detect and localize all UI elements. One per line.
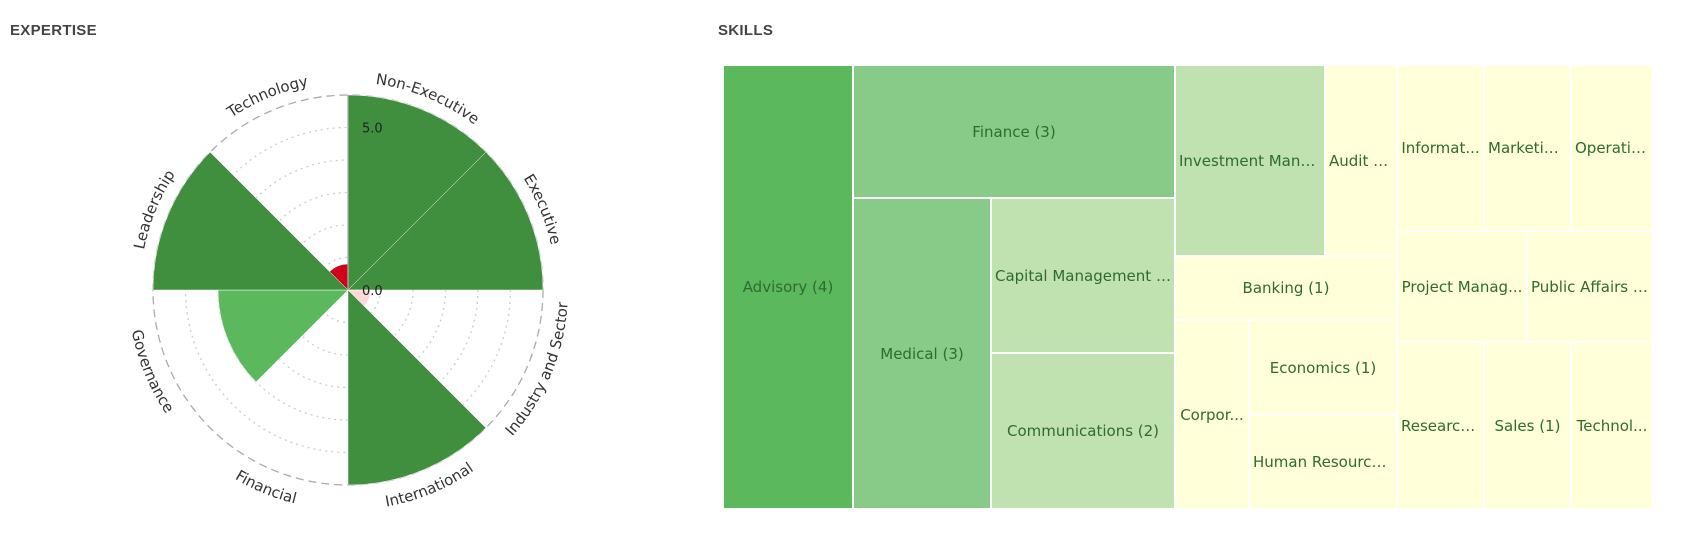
treemap-cell-label: Informat... bbox=[1401, 139, 1480, 157]
polar-tick-label: 5.0 bbox=[362, 122, 383, 137]
polar-sector-executive[interactable] bbox=[347, 151, 544, 291]
treemap-cell-label: Marketin... bbox=[1488, 139, 1568, 157]
polar-category-label: Financial bbox=[232, 466, 298, 507]
polar-tick-label: 0.0 bbox=[362, 284, 383, 299]
treemap-cell-banking[interactable]: Banking (1) bbox=[1175, 256, 1397, 320]
treemap-cell-label: Research... bbox=[1401, 416, 1483, 435]
treemap-cell-label: Investment Mana... bbox=[1179, 151, 1324, 170]
polar-sector-non-executive[interactable] bbox=[347, 94, 487, 291]
treemap-cell-label: Economics (1) bbox=[1269, 358, 1377, 377]
treemap-cell-label: Communications (2) bbox=[1006, 422, 1160, 440]
treemap-cell-human-resource[interactable]: Human Resource... bbox=[1249, 415, 1397, 509]
treemap-cell-label: Operatio... bbox=[1575, 139, 1652, 157]
expertise-title: EXPERTISE bbox=[10, 22, 97, 39]
treemap-cell-label: Project Manag... bbox=[1401, 277, 1523, 296]
skills-treemap: Advisory (4) Finance (3) Medical (3) Capita… bbox=[723, 65, 1653, 509]
treemap-cell-marketin[interactable]: Marketin... bbox=[1484, 65, 1571, 231]
treemap-cell-label: Human Resource... bbox=[1253, 453, 1395, 471]
treemap-cell-label: Capital Management (2) bbox=[995, 266, 1174, 285]
treemap-cell-corpor[interactable]: Corpor... bbox=[1175, 320, 1249, 509]
treemap-cell-label: Corpor... bbox=[1180, 405, 1244, 424]
treemap-cell-medical[interactable]: Medical (3) bbox=[853, 198, 991, 509]
treemap-cell-technol[interactable]: Technol... bbox=[1571, 342, 1653, 509]
treemap-cell-informat[interactable]: Informat... bbox=[1397, 65, 1484, 231]
treemap-cell-label: Technol... bbox=[1576, 416, 1648, 435]
treemap-cell-communications[interactable]: Communications (2) bbox=[991, 353, 1175, 509]
polar-category-label: Industry and Sector bbox=[502, 301, 572, 440]
treemap-cell-economics[interactable]: Economics (1) bbox=[1249, 320, 1397, 415]
treemap-cell-operatio[interactable]: Operatio... bbox=[1571, 65, 1653, 231]
treemap-cell-label: Advisory (4) bbox=[742, 278, 834, 296]
treemap-cell-public-affairs[interactable]: Public Affairs (1) bbox=[1527, 231, 1653, 342]
skills-title: SKILLS bbox=[718, 22, 774, 39]
polar-axis: 0.0 5.0 bbox=[347, 95, 383, 299]
treemap-cell-sales[interactable]: Sales (1) bbox=[1484, 342, 1571, 509]
treemap-cell-capital-management[interactable]: Capital Management (2) bbox=[991, 198, 1175, 353]
treemap-cell-label: Public Affairs (1) bbox=[1531, 277, 1652, 296]
treemap-cell-label: Audit (1) bbox=[1329, 151, 1395, 170]
polar-sector-international[interactable] bbox=[347, 289, 487, 486]
treemap-cell-project-manag[interactable]: Project Manag... bbox=[1397, 231, 1527, 342]
treemap-cell-audit[interactable]: Audit (1) bbox=[1325, 65, 1397, 256]
treemap-cell-label: Banking (1) bbox=[1242, 279, 1330, 297]
polar-sectors bbox=[152, 94, 544, 486]
treemap-cell-label: Finance (3) bbox=[972, 122, 1056, 141]
treemap-cell-label: Medical (3) bbox=[880, 344, 964, 363]
polar-category-label: Technology bbox=[223, 72, 310, 122]
treemap-cell-finance[interactable]: Finance (3) bbox=[853, 65, 1175, 198]
treemap-cell-label: Sales (1) bbox=[1494, 416, 1561, 435]
treemap-cell-research[interactable]: Research... bbox=[1397, 342, 1484, 509]
treemap-cell-investment-mana[interactable]: Investment Mana... bbox=[1175, 65, 1325, 256]
treemap-cell-advisory[interactable]: Advisory (4) bbox=[723, 65, 853, 509]
polar-sector-governance[interactable] bbox=[217, 289, 349, 383]
polar-sector-leadership[interactable] bbox=[152, 151, 349, 291]
